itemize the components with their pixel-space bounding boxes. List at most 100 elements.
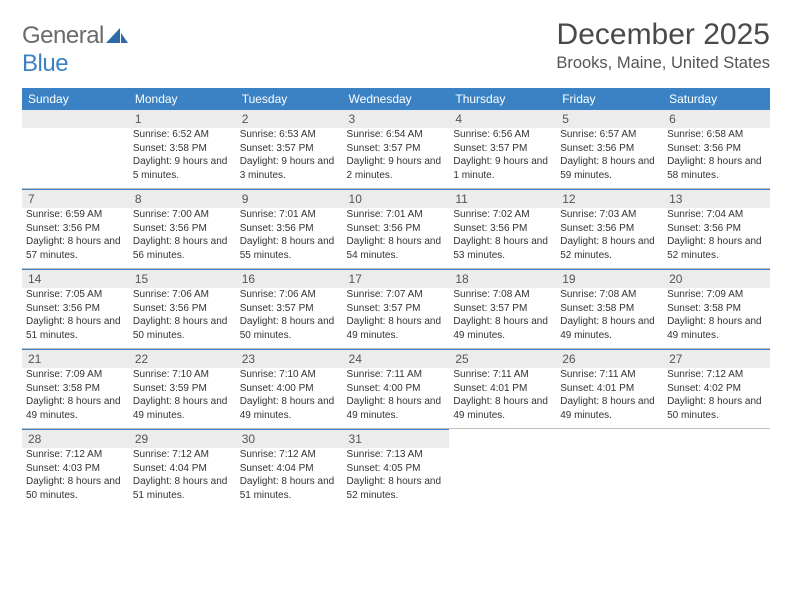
logo-text-1: General — [22, 22, 104, 49]
day-number: 2 — [236, 110, 343, 128]
sunset-text: Sunset: 3:56 PM — [667, 222, 766, 236]
day-number: 9 — [236, 189, 343, 208]
day-number: 23 — [236, 349, 343, 368]
day-cell — [449, 448, 556, 508]
sunset-text: Sunset: 3:58 PM — [560, 302, 659, 316]
sunset-text: Sunset: 3:56 PM — [667, 142, 766, 156]
day-number-row: 78910111213 — [22, 189, 770, 208]
day-cell: Sunrise: 7:12 AMSunset: 4:03 PMDaylight:… — [22, 448, 129, 508]
day-cell — [663, 448, 770, 508]
day-number-row: 28293031 — [22, 429, 770, 448]
daylight-text: Daylight: 8 hours and 49 minutes. — [240, 395, 339, 422]
sunrise-text: Sunrise: 7:10 AM — [240, 368, 339, 382]
sunset-text: Sunset: 3:59 PM — [133, 382, 232, 396]
sunrise-text: Sunrise: 7:13 AM — [347, 448, 446, 462]
sunset-text: Sunset: 3:56 PM — [560, 142, 659, 156]
sunset-text: Sunset: 3:57 PM — [453, 302, 552, 316]
day-cell: Sunrise: 7:11 AMSunset: 4:01 PMDaylight:… — [449, 368, 556, 429]
daylight-text: Daylight: 8 hours and 51 minutes. — [240, 475, 339, 502]
day-cell: Sunrise: 7:01 AMSunset: 3:56 PMDaylight:… — [236, 208, 343, 269]
sunrise-text: Sunrise: 7:11 AM — [453, 368, 552, 382]
day-number: 27 — [663, 349, 770, 368]
day-number: 28 — [22, 429, 129, 448]
sunset-text: Sunset: 4:02 PM — [667, 382, 766, 396]
day-header: Monday — [129, 88, 236, 110]
day-number: 17 — [343, 269, 450, 288]
sunset-text: Sunset: 3:58 PM — [667, 302, 766, 316]
sunset-text: Sunset: 4:05 PM — [347, 462, 446, 476]
week-row: Sunrise: 6:52 AMSunset: 3:58 PM Daylight:… — [22, 128, 770, 189]
sunrise-text: Sunrise: 7:04 AM — [667, 208, 766, 222]
day-number: 12 — [556, 189, 663, 208]
day-number: 3 — [343, 110, 450, 128]
day-cell: Sunrise: 7:00 AMSunset: 3:56 PMDaylight:… — [129, 208, 236, 269]
day-number: 1 — [129, 110, 236, 128]
day-header: Friday — [556, 88, 663, 110]
day-cell: Sunrise: 7:08 AMSunset: 3:58 PMDaylight:… — [556, 288, 663, 349]
daylight-text: Daylight: 9 hours and 3 minutes. — [240, 155, 339, 182]
day-cell: Sunrise: 6:54 AMSunset: 3:57 PMDaylight:… — [343, 128, 450, 189]
day-cell: Sunrise: 7:04 AMSunset: 3:56 PMDaylight:… — [663, 208, 770, 269]
daylight-text: Daylight: 8 hours and 53 minutes. — [453, 235, 552, 262]
sunset-text: Sunset: 3:57 PM — [240, 142, 339, 156]
header: General Blue December 2025 Brooks, Maine… — [22, 18, 770, 78]
day-number: 10 — [343, 189, 450, 208]
sunrise-text: Sunrise: 6:52 AM — [133, 128, 232, 142]
sunrise-text: Sunrise: 7:00 AM — [133, 208, 232, 222]
sunset-text: Sunset: 3:58 PM — [26, 382, 125, 396]
day-cell: Sunrise: 6:59 AMSunset: 3:56 PMDaylight:… — [22, 208, 129, 269]
sunset-text: Sunset: 4:01 PM — [453, 382, 552, 396]
sunset-text: Sunset: 3:56 PM — [560, 222, 659, 236]
sunrise-text: Sunrise: 6:53 AM — [240, 128, 339, 142]
day-header: Saturday — [663, 88, 770, 110]
sunset-text: Sunset: 3:57 PM — [453, 142, 552, 156]
sunrise-text: Sunrise: 7:05 AM — [26, 288, 125, 302]
daylight-text: Daylight: 9 hours and 2 minutes. — [347, 155, 446, 182]
day-cell: Sunrise: 7:10 AMSunset: 4:00 PMDaylight:… — [236, 368, 343, 429]
day-number: 26 — [556, 349, 663, 368]
day-number: 7 — [22, 189, 129, 208]
sunset-text: Sunset: 3:56 PM — [133, 222, 232, 236]
sunrise-text: Sunrise: 7:01 AM — [347, 208, 446, 222]
daylight-text: Daylight: 8 hours and 49 minutes. — [453, 315, 552, 342]
sunrise-text: Sunrise: 7:12 AM — [26, 448, 125, 462]
sunrise-text: Sunrise: 7:01 AM — [240, 208, 339, 222]
day-cell — [22, 128, 129, 189]
day-cell: Sunrise: 6:53 AMSunset: 3:57 PMDaylight:… — [236, 128, 343, 189]
daylight-text: Daylight: 8 hours and 59 minutes. — [560, 155, 659, 182]
sunrise-text: Sunrise: 7:11 AM — [560, 368, 659, 382]
day-number-row: 123456 — [22, 110, 770, 128]
day-cell: Sunrise: 6:52 AMSunset: 3:58 PMDaylight:… — [129, 128, 236, 189]
day-number: 29 — [129, 429, 236, 448]
day-cell: Sunrise: 7:06 AMSunset: 3:56 PMDaylight:… — [129, 288, 236, 349]
sunset-text: Sunset: 3:58 PM — [133, 142, 232, 156]
sunset-text: Sunset: 3:56 PM — [26, 222, 125, 236]
sunrise-text: Sunrise: 7:09 AM — [26, 368, 125, 382]
day-header: Thursday — [449, 88, 556, 110]
sunrise-text: Sunrise: 7:03 AM — [560, 208, 659, 222]
daylight-text: Daylight: 8 hours and 52 minutes. — [667, 235, 766, 262]
week-row: Sunrise: 7:12 AMSunset: 4:03 PMDaylight:… — [22, 448, 770, 508]
day-cell: Sunrise: 7:12 AMSunset: 4:04 PMDaylight:… — [129, 448, 236, 508]
day-number: 16 — [236, 269, 343, 288]
day-cell: Sunrise: 7:08 AMSunset: 3:57 PMDaylight:… — [449, 288, 556, 349]
day-number: 15 — [129, 269, 236, 288]
daylight-text: Daylight: 8 hours and 49 minutes. — [26, 395, 125, 422]
sunset-text: Sunset: 3:57 PM — [347, 142, 446, 156]
daylight-text: Daylight: 8 hours and 49 minutes. — [667, 315, 766, 342]
daylight-text: Daylight: 8 hours and 56 minutes. — [133, 235, 232, 262]
day-cell: Sunrise: 7:13 AMSunset: 4:05 PMDaylight:… — [343, 448, 450, 508]
day-cell: Sunrise: 7:11 AMSunset: 4:01 PMDaylight:… — [556, 368, 663, 429]
daylight-text: Daylight: 8 hours and 50 minutes. — [133, 315, 232, 342]
sunset-text: Sunset: 3:56 PM — [26, 302, 125, 316]
day-number — [663, 429, 770, 448]
day-cell: Sunrise: 6:58 AMSunset: 3:56 PMDaylight:… — [663, 128, 770, 189]
day-number: 6 — [663, 110, 770, 128]
sunset-text: Sunset: 3:57 PM — [240, 302, 339, 316]
sunset-text: Sunset: 4:00 PM — [347, 382, 446, 396]
day-cell: Sunrise: 7:12 AMSunset: 4:02 PMDaylight:… — [663, 368, 770, 429]
week-row: Sunrise: 7:05 AMSunset: 3:56 PMDaylight:… — [22, 288, 770, 349]
daylight-text: Daylight: 8 hours and 54 minutes. — [347, 235, 446, 262]
sunset-text: Sunset: 4:04 PM — [133, 462, 232, 476]
sunset-text: Sunset: 3:56 PM — [133, 302, 232, 316]
